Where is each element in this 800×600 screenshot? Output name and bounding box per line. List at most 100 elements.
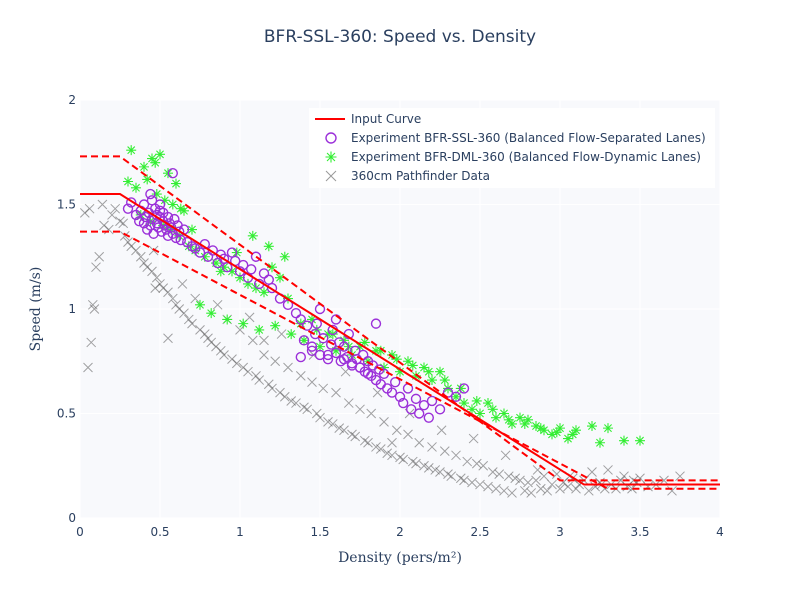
legend-item[interactable]: Experiment BFR-DML-360 (Balanced Flow-Dy… xyxy=(325,150,701,164)
ssl-point xyxy=(318,333,329,344)
pathfinder-point xyxy=(251,371,261,381)
pathfinder-point xyxy=(436,425,447,436)
ssl-point xyxy=(169,213,180,225)
pathfinder-point xyxy=(387,450,397,461)
dml-point xyxy=(215,266,226,277)
pathfinder-point xyxy=(391,425,402,436)
dml-point xyxy=(387,349,397,360)
legend-label: 360cm Pathfinder Data xyxy=(351,169,490,183)
dml-point xyxy=(139,161,149,172)
ssl-point xyxy=(458,383,470,394)
legend-item[interactable]: Input Curve xyxy=(315,112,421,126)
pathfinder-point xyxy=(150,283,161,293)
pathfinder-point xyxy=(583,485,594,496)
ssl-point xyxy=(394,391,406,402)
ssl-point xyxy=(322,353,334,365)
dml-point xyxy=(419,362,429,373)
dml-point xyxy=(523,414,533,425)
dml-point xyxy=(159,195,170,206)
legend-label: Input Curve xyxy=(351,112,421,126)
legend[interactable]: Input Curve Experiment BFR-SSL-360 (Balan… xyxy=(309,108,715,188)
ssl-point xyxy=(398,397,409,409)
pathfinder-point xyxy=(467,477,477,488)
ssl-point xyxy=(310,328,321,340)
pathfinder-point xyxy=(318,383,329,394)
dml-point xyxy=(126,145,137,156)
ssl-point xyxy=(295,314,306,325)
pathfinder-point xyxy=(478,460,489,471)
pathfinder-point xyxy=(110,203,121,214)
dml-point xyxy=(206,308,217,319)
pathfinder-point xyxy=(387,437,397,448)
dml-point xyxy=(507,418,517,429)
dml-point xyxy=(499,408,509,419)
pathfinder-point xyxy=(302,404,313,415)
dml-point xyxy=(175,203,186,214)
dml-point xyxy=(395,366,405,377)
dml-point xyxy=(315,341,325,352)
pathfinder-point xyxy=(147,266,157,277)
dml-point xyxy=(379,362,389,373)
dml-point xyxy=(515,412,525,423)
y-axis-ticks: 0 0.5 1 1.5 2 xyxy=(57,93,76,525)
dml-point xyxy=(531,421,541,432)
input-curve-line xyxy=(80,193,720,486)
dml-point xyxy=(238,318,249,329)
dml-point xyxy=(167,199,178,210)
dml-point xyxy=(150,157,161,168)
pathfinder-point xyxy=(123,237,133,247)
dml-point xyxy=(587,421,597,432)
pathfinder-point xyxy=(84,203,95,214)
pathfinder-point xyxy=(331,387,341,398)
dml-point xyxy=(547,429,557,440)
pathfinder-point xyxy=(283,362,293,373)
pathfinder-point xyxy=(190,293,201,304)
pathfinder-point xyxy=(83,362,93,373)
dml-point xyxy=(251,283,261,294)
ssl-point xyxy=(434,404,446,415)
dml-point xyxy=(567,429,578,440)
y-tick-label: 0 xyxy=(68,511,76,525)
pathfinder-point xyxy=(619,471,629,482)
dml-point xyxy=(211,258,221,269)
legend-item[interactable]: 360cm Pathfinder Data xyxy=(325,169,490,183)
pathfinder-point xyxy=(151,272,162,283)
ssl-point xyxy=(194,247,206,258)
chart-title: BFR-SSL-360: Speed vs. Density xyxy=(264,27,536,47)
dml-point xyxy=(439,375,450,386)
ssl-point xyxy=(311,318,322,329)
pathfinder-point xyxy=(263,379,274,390)
dml-point xyxy=(299,335,309,346)
pathfinder-point xyxy=(323,417,333,427)
dml-point xyxy=(487,404,498,415)
dml-point xyxy=(571,425,581,436)
legend-item[interactable]: Experiment BFR-SSL-360 (Balanced Flow-Se… xyxy=(325,131,706,145)
x-tick-label: 4 xyxy=(716,525,724,539)
ssl-point xyxy=(450,391,462,402)
pathfinder-point xyxy=(203,333,213,344)
pathfinder-point xyxy=(587,467,597,477)
pathfinder-point xyxy=(212,299,223,310)
dml-point xyxy=(254,324,265,335)
pathfinder-point xyxy=(439,446,450,456)
pathfinder-point xyxy=(407,456,418,467)
dml-point xyxy=(270,320,281,331)
legend-box xyxy=(309,108,715,188)
pathfinder-point xyxy=(446,471,457,482)
legend-x-swatch xyxy=(325,170,337,182)
pathfinder-point xyxy=(279,391,290,402)
ssl-point xyxy=(414,408,425,419)
dml-point xyxy=(263,241,274,252)
ssl-point xyxy=(306,345,318,356)
dml-point xyxy=(190,245,201,256)
pathfinder-point xyxy=(167,293,178,304)
pathfinder-point xyxy=(555,483,565,494)
pathfinder-point xyxy=(199,329,210,339)
pathfinder-point xyxy=(411,458,421,469)
dml-point xyxy=(491,412,501,423)
ssl-series xyxy=(122,167,470,423)
ssl-point xyxy=(186,241,198,252)
dml-point xyxy=(519,418,530,429)
pathfinder-point xyxy=(215,345,226,356)
dml-point xyxy=(455,383,466,394)
